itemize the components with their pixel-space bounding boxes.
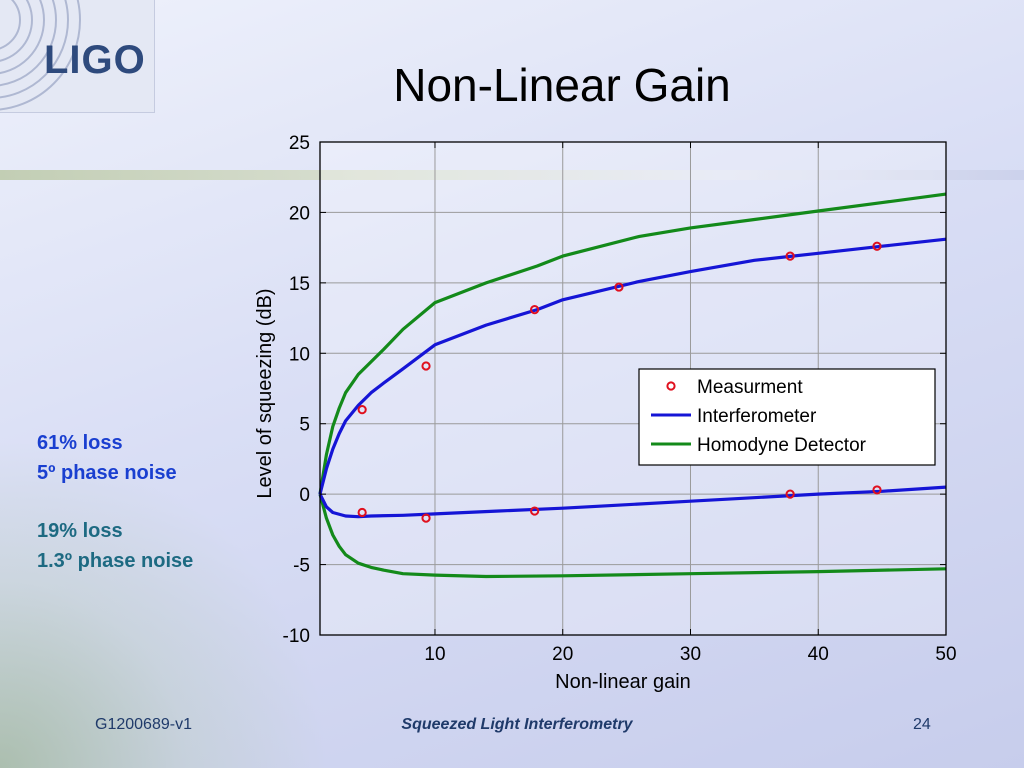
axis-ticks: 10 20 30 40 50 -10 -5 0 5 10 15 20 25 — [283, 133, 957, 665]
header-stripe — [0, 170, 1024, 180]
footer-doc-id: G1200689-v1 — [95, 716, 192, 733]
y-tick-label: -10 — [283, 626, 310, 647]
note-blue-block: 61% loss 5º phase noise — [37, 428, 193, 488]
homodyne-squeezing-line — [318, 493, 947, 579]
squeezing-chart: 10 20 30 40 50 -10 -5 0 5 10 15 20 25 Non-linear gai… — [254, 133, 957, 693]
measurement-point — [421, 361, 431, 371]
measurement-point — [785, 489, 795, 499]
x-tick-label: 30 — [680, 644, 701, 665]
measurement-point — [357, 405, 367, 415]
y-tick-label: 25 — [289, 133, 310, 154]
side-notes: 61% loss 5º phase noise 19% loss 1.3º ph… — [37, 428, 193, 576]
measurement-point — [614, 282, 624, 292]
measurement-point — [530, 305, 540, 315]
plot-frame — [319, 141, 947, 636]
note-loss-61: 61% loss — [37, 432, 123, 454]
note-teal-block: 19% loss 1.3º phase noise — [37, 516, 193, 576]
note-loss-19: 19% loss — [37, 520, 123, 542]
y-axis-label: Level of squeezing (dB) — [254, 288, 276, 498]
ligo-logo: LIGO — [0, 0, 155, 113]
y-tick-label: -5 — [293, 556, 310, 577]
note-phase-noise-1-3: 1.3º phase noise — [37, 550, 194, 572]
footer-subtitle: Squeezed Light Interferometry — [401, 716, 633, 733]
homodyne-anti-squeezing-line — [318, 192, 947, 495]
measurement-point — [530, 506, 540, 516]
legend-label-homodyne: Homodyne Detector — [697, 435, 867, 456]
interferometer-squeezing-line — [318, 485, 947, 519]
measurement-point — [357, 507, 367, 518]
x-axis-label: Non-linear gain — [555, 671, 691, 693]
measurement-point — [872, 485, 882, 495]
logo-text: LIGO — [44, 38, 146, 82]
measurement-point — [872, 241, 882, 251]
interferometer-anti-squeezing-line — [318, 237, 947, 495]
measurement-point — [785, 251, 795, 261]
series-layer — [318, 192, 947, 579]
footer-page-number: 24 — [913, 716, 931, 733]
measurement-point — [421, 513, 431, 523]
legend: Measurment Interferometer Homodyne Detec… — [638, 368, 936, 466]
x-tick-label: 10 — [424, 644, 445, 665]
slide-title: Non-Linear Gain — [393, 59, 731, 111]
x-tick-label: 50 — [935, 644, 956, 665]
y-tick-label: 0 — [299, 485, 310, 506]
y-tick-label: 15 — [289, 274, 310, 295]
y-tick-label: 20 — [289, 203, 310, 224]
logo-rings — [0, 0, 81, 111]
note-phase-noise-5: 5º phase noise — [37, 462, 177, 484]
legend-box — [638, 368, 936, 466]
x-tick-label: 40 — [808, 644, 829, 665]
y-tick-label: 10 — [289, 344, 310, 365]
legend-measurement-marker — [666, 381, 676, 391]
y-tick-label: 5 — [299, 415, 310, 436]
legend-label-measurement: Measurment — [697, 377, 803, 398]
legend-label-interferometer: Interferometer — [697, 406, 817, 427]
x-tick-label: 20 — [552, 644, 573, 665]
